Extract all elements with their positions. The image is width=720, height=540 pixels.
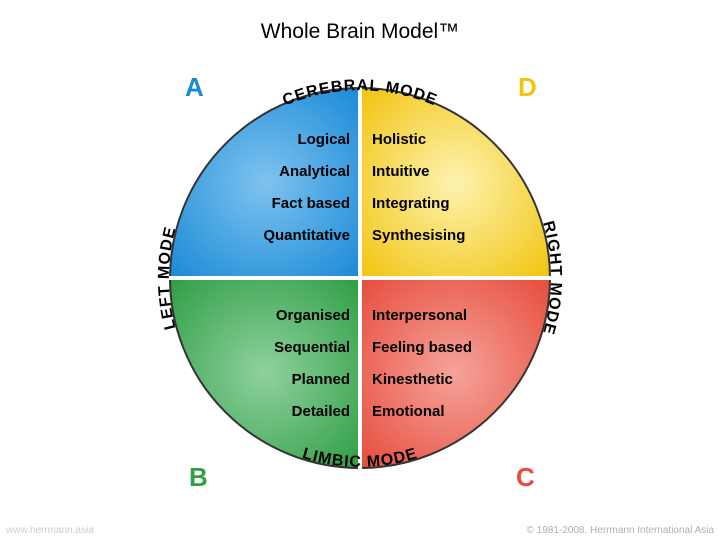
- letter-C: C: [516, 462, 535, 493]
- letter-A: A: [185, 72, 204, 103]
- label-limbic: LIMBIC MODE: [300, 445, 419, 471]
- footer-copyright: © 1981-2008. Herrmann International Asia: [527, 525, 714, 536]
- letter-B: B: [189, 462, 208, 493]
- brain-model-diagram: Logical Analytical Fact based Quantitati…: [160, 78, 560, 478]
- label-cerebral: CEREBRAL MODE: [280, 77, 440, 109]
- label-right: RIGHT MODE: [539, 219, 564, 337]
- footer-url: www.herrmann.asia: [6, 525, 94, 536]
- page-title: Whole Brain Model™: [0, 20, 720, 44]
- letter-D: D: [518, 72, 537, 103]
- mode-labels: CEREBRAL MODE LIMBIC MODE LEFT MODE RIGH…: [160, 78, 560, 478]
- page: Whole Brain Model™: [0, 0, 720, 540]
- label-left: LEFT MODE: [156, 225, 180, 332]
